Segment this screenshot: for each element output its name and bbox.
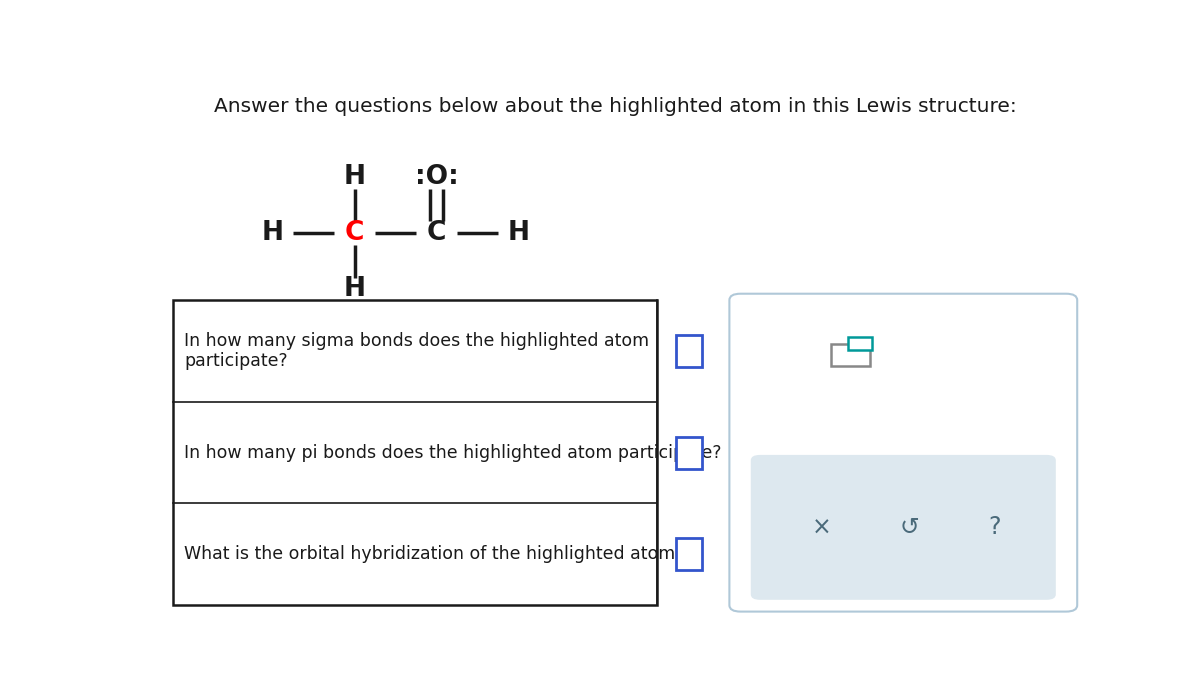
Bar — [847, 336, 871, 350]
Text: H: H — [262, 220, 283, 246]
Text: In how many pi bonds does the highlighted atom participate?: In how many pi bonds does the highlighte… — [185, 443, 722, 461]
Text: ×: × — [812, 516, 832, 539]
Bar — [173, 300, 656, 605]
Text: Answer the questions below about the highlighted atom in this Lewis structure:: Answer the questions below about the hig… — [214, 97, 1016, 116]
Text: ↺: ↺ — [900, 516, 919, 539]
Bar — [677, 436, 702, 468]
Bar — [677, 539, 702, 571]
Bar — [830, 344, 870, 366]
Text: :O:: :O: — [414, 164, 458, 190]
Text: H: H — [508, 220, 529, 246]
FancyBboxPatch shape — [730, 294, 1078, 612]
Text: C: C — [344, 220, 365, 246]
Text: H: H — [343, 164, 366, 190]
Bar — [677, 335, 702, 367]
Text: What is the orbital hybridization of the highlighted atom?: What is the orbital hybridization of the… — [185, 546, 685, 564]
Text: In how many sigma bonds does the highlighted atom
participate?: In how many sigma bonds does the highlig… — [185, 332, 649, 370]
FancyBboxPatch shape — [751, 455, 1056, 600]
Text: C: C — [427, 220, 446, 246]
Text: H: H — [343, 277, 366, 302]
Text: ?: ? — [988, 516, 1001, 539]
